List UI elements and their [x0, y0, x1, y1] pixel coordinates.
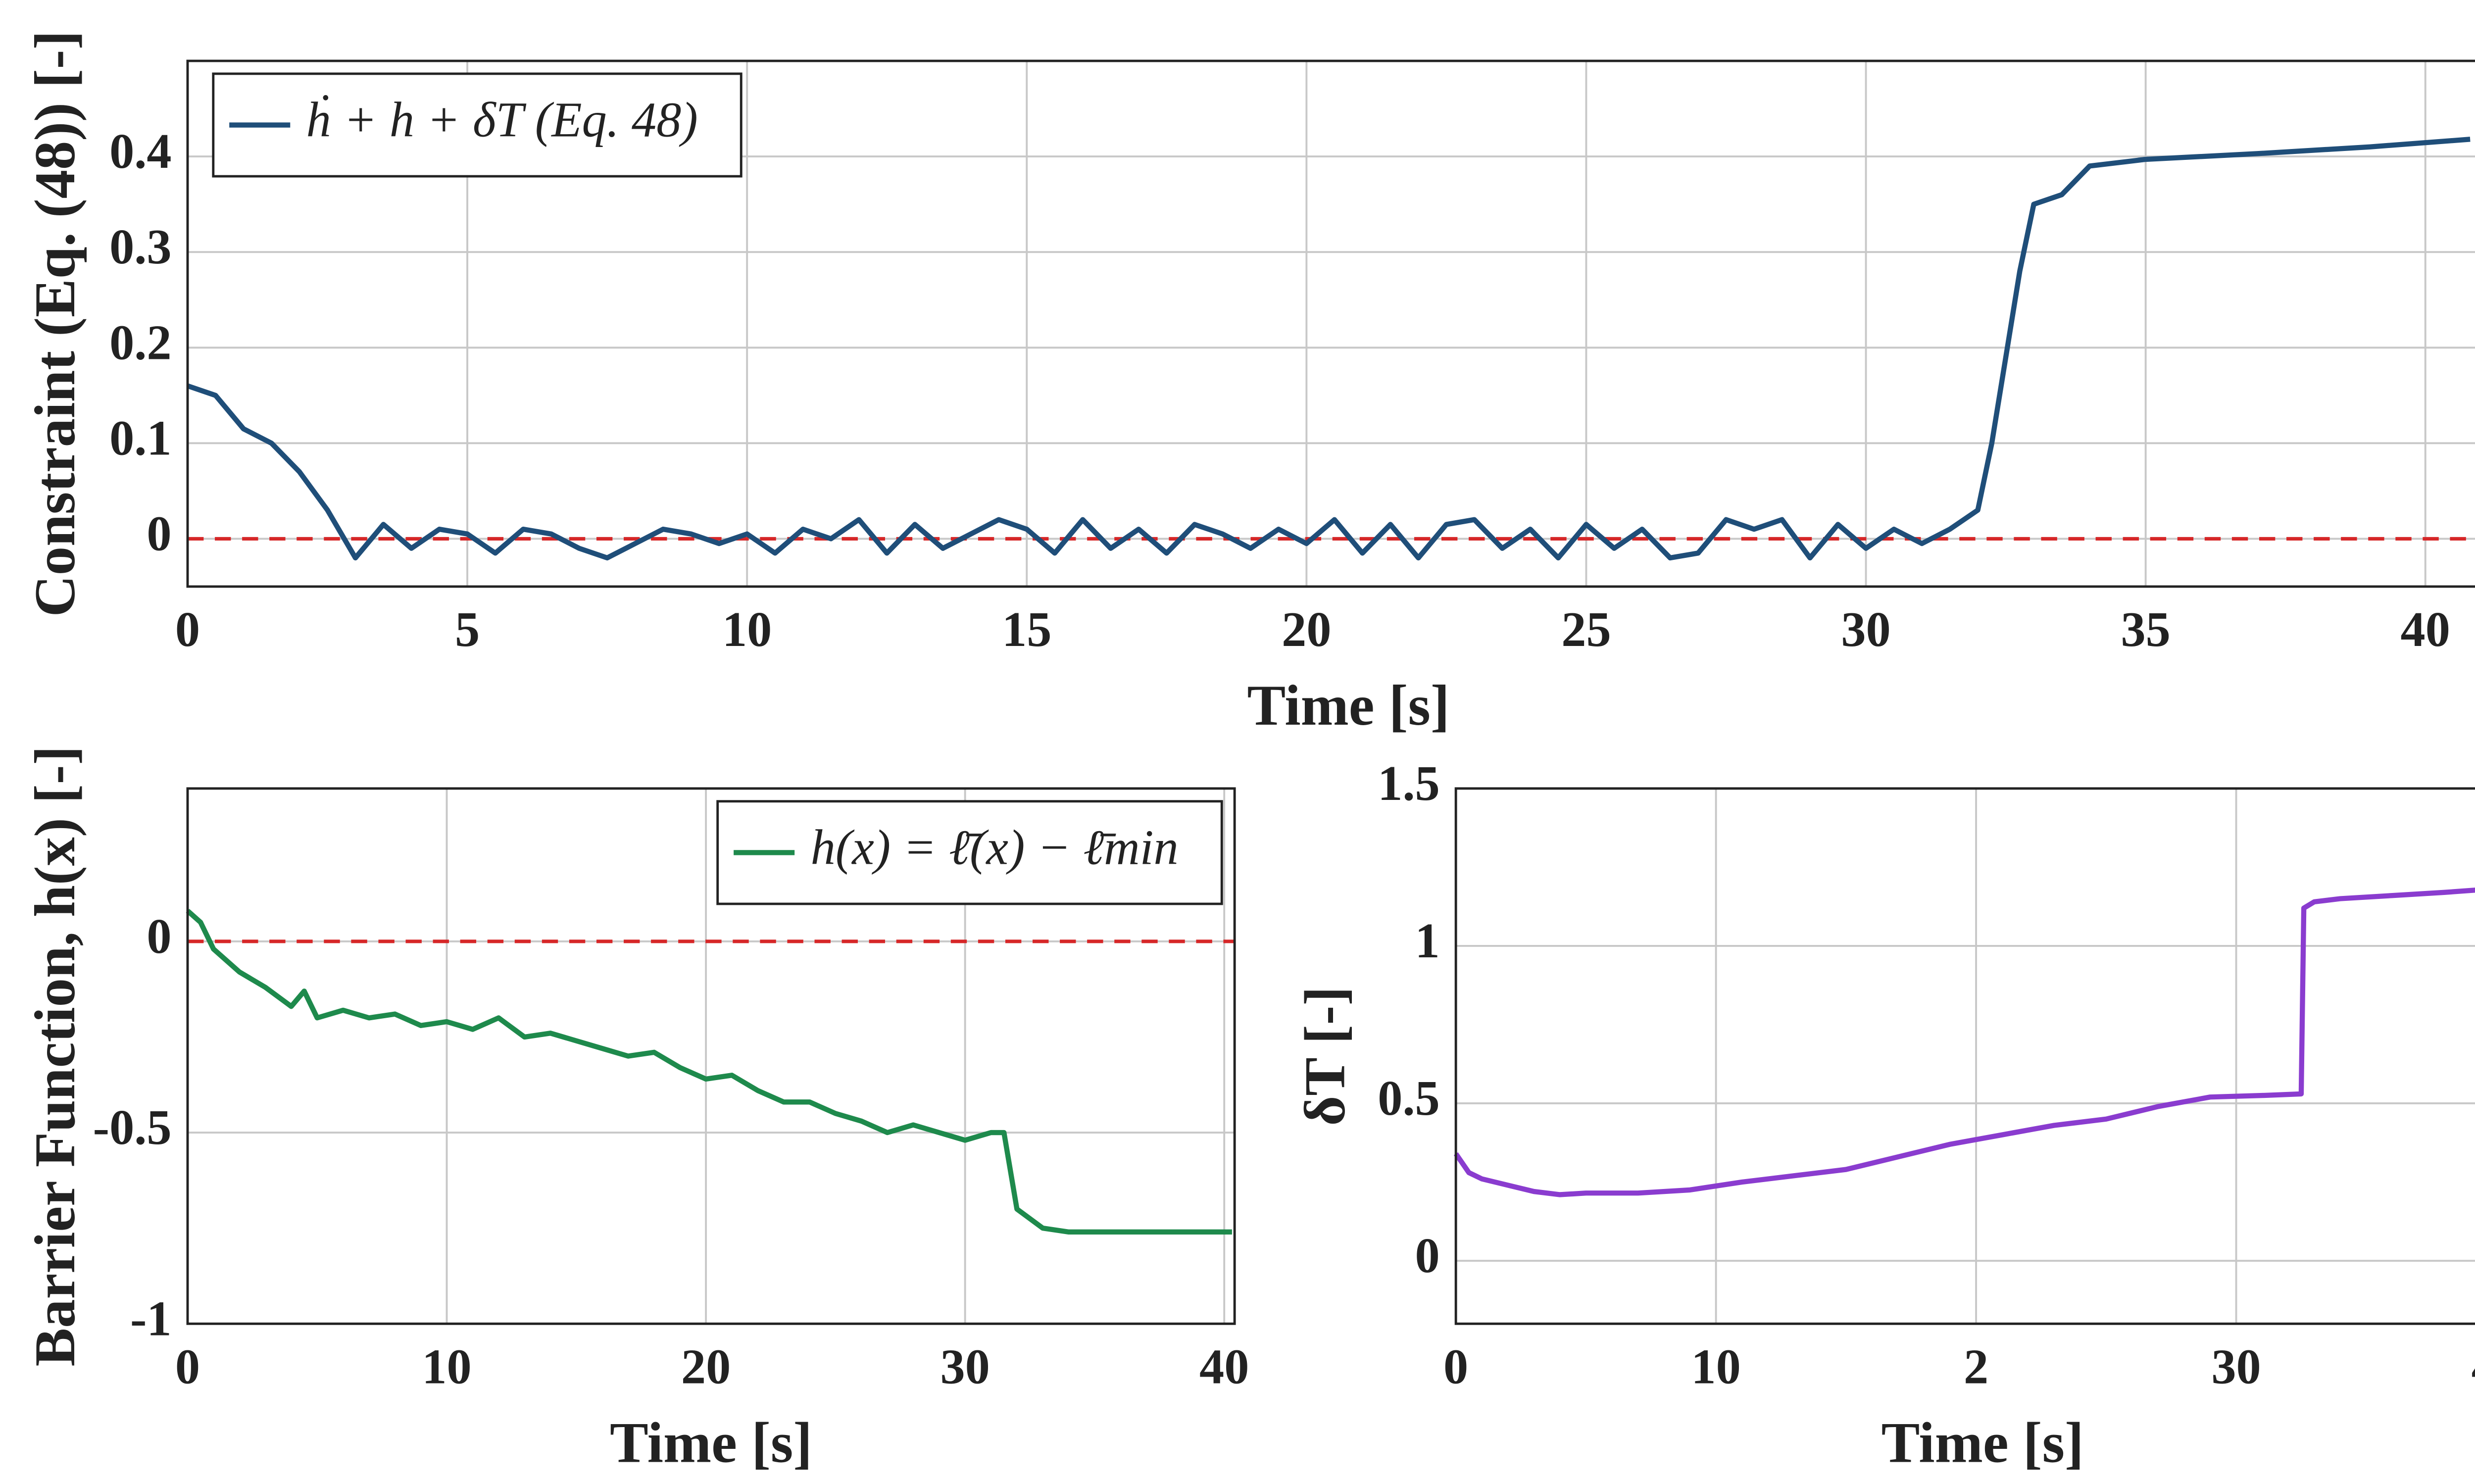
y-tick-label: 0.1	[109, 410, 171, 465]
plot-frame	[186, 787, 1236, 1325]
x-axis-label: Time [s]	[1247, 674, 1450, 738]
x-tick-label: 10	[422, 1339, 471, 1394]
x-tick-label: 40	[2401, 602, 2450, 657]
x-tick-label: 0	[1443, 1339, 1468, 1394]
x-tick-label: 40	[2472, 1339, 2475, 1394]
x-tick-label: 5	[455, 602, 480, 657]
y-tick-label: 0.2	[109, 315, 171, 370]
x-axis-label: Time [s]	[1881, 1411, 2084, 1475]
x-tick-label: 30	[2211, 1339, 2261, 1394]
y-tick-label: 0.3	[109, 219, 171, 274]
legend-label: h(x) = ℓ̄(x) − ℓ̄min	[811, 820, 1179, 875]
plot-area	[1456, 788, 2475, 1324]
y-tick-label: -1	[130, 1291, 172, 1346]
x-tick-label: 40	[1199, 1339, 1249, 1394]
y-axis-label: Constraint (Eq. (48)) [-]	[23, 31, 87, 617]
panel: 0 10 20 30 40 -1 -0.5 0 Time [s] Barrier Function…	[23, 746, 1249, 1475]
x-tick-label: 10	[1691, 1339, 1740, 1394]
y-tick-label: 0.5	[1378, 1071, 1439, 1126]
x-tick-label: 0	[175, 1339, 200, 1394]
y-tick-label: 0.4	[109, 124, 171, 179]
panel: 0 5 10 15 20 25 30 35 40 0 0.1 0.2 0.3 0.4 Time [s] Con…	[23, 31, 2475, 738]
x-axis-label: Time [s]	[610, 1411, 812, 1475]
y-tick-label: -0.5	[93, 1100, 172, 1155]
y-tick-label: 1.5	[1378, 756, 1439, 811]
plot-frame	[186, 59, 2475, 588]
x-tick-label: 20	[681, 1339, 731, 1394]
legend-label: ḣ + h + δT (Eq. 48)	[306, 93, 698, 148]
x-tick-label: 20	[1282, 602, 1331, 657]
x-tick-label: 30	[1841, 602, 1890, 657]
legend-box	[212, 72, 742, 178]
legend: h(x) = ℓ̄(x) − ℓ̄min	[716, 800, 1223, 905]
series-line	[186, 909, 1232, 1235]
x-tick-label: 10	[722, 602, 772, 657]
y-tick-label: 0	[147, 506, 171, 561]
y-tick-label: 1	[1415, 913, 1440, 968]
legend: ḣ + h + δT (Eq. 48)	[212, 72, 742, 178]
x-tick-label: 15	[1002, 602, 1051, 657]
plot-frame	[1454, 787, 2475, 1325]
x-tick-label: 25	[1561, 602, 1611, 657]
x-tick-label: 0	[175, 602, 200, 657]
legend-box	[716, 800, 1223, 905]
series-line	[187, 137, 2471, 561]
y-axis-label: δT [-]	[1293, 987, 1357, 1126]
y-axis-label: Barrier Function, h(x) [-]	[23, 746, 87, 1367]
x-tick-label: 30	[940, 1339, 990, 1394]
y-tick-label: 0	[1415, 1228, 1440, 1283]
x-tick-label: 35	[2121, 602, 2170, 657]
x-tick-label: 2	[1964, 1339, 1988, 1394]
y-tick-label: 0	[147, 909, 171, 964]
panel: 0 10 2 30 40 0 0.5 1 1.5 Time [s] δT [-]	[1293, 756, 2475, 1475]
series-line	[1453, 888, 2475, 1197]
